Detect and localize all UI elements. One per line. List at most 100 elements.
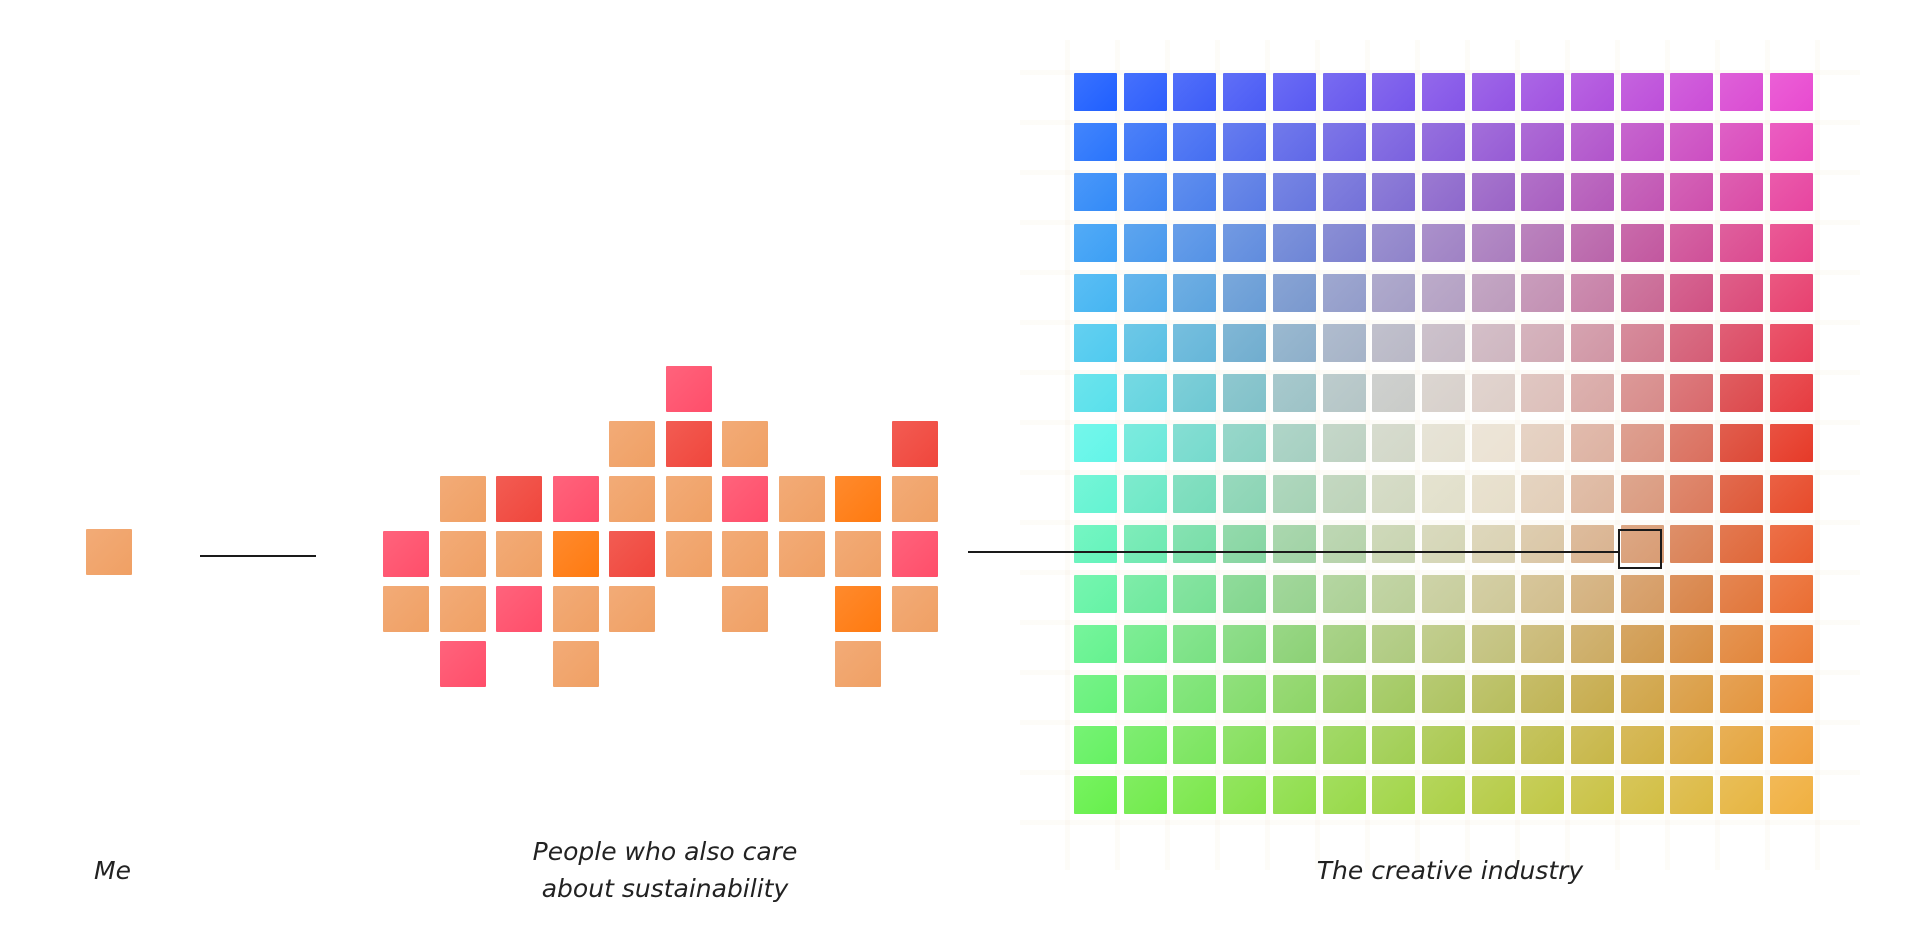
industry-tile bbox=[1173, 776, 1216, 814]
industry-tile bbox=[1571, 726, 1614, 764]
people-tile bbox=[835, 641, 881, 687]
industry-tile bbox=[1422, 123, 1465, 161]
industry-tile bbox=[1372, 525, 1415, 563]
industry-tile bbox=[1521, 374, 1564, 412]
industry-tile bbox=[1173, 173, 1216, 211]
industry-tile bbox=[1074, 525, 1117, 563]
industry-tile bbox=[1720, 575, 1763, 613]
industry-tile bbox=[1720, 726, 1763, 764]
industry-tile bbox=[1422, 374, 1465, 412]
caption-me: Me bbox=[94, 856, 131, 885]
industry-tile bbox=[1173, 123, 1216, 161]
industry-tile bbox=[1472, 123, 1515, 161]
industry-tile bbox=[1422, 726, 1465, 764]
industry-tile bbox=[1422, 776, 1465, 814]
industry-tile bbox=[1323, 374, 1366, 412]
industry-tile bbox=[1124, 475, 1167, 513]
industry-tile bbox=[1223, 475, 1266, 513]
industry-tile bbox=[1472, 274, 1515, 312]
people-tile bbox=[892, 421, 938, 467]
people-tile bbox=[666, 366, 712, 412]
industry-tile bbox=[1273, 675, 1316, 713]
industry-tile bbox=[1323, 475, 1366, 513]
people-tile bbox=[553, 531, 599, 577]
industry-tile bbox=[1422, 324, 1465, 362]
industry-tile bbox=[1273, 374, 1316, 412]
industry-tile bbox=[1670, 173, 1713, 211]
industry-tile bbox=[1670, 726, 1713, 764]
people-tile bbox=[609, 476, 655, 522]
industry-tile bbox=[1323, 525, 1366, 563]
industry-tile-highlighted bbox=[1621, 525, 1664, 563]
industry-tile bbox=[1273, 123, 1316, 161]
industry-tile bbox=[1621, 324, 1664, 362]
industry-tile bbox=[1223, 776, 1266, 814]
industry-tile bbox=[1571, 324, 1614, 362]
industry-tile bbox=[1223, 374, 1266, 412]
industry-tile bbox=[1521, 776, 1564, 814]
people-tile bbox=[892, 531, 938, 577]
industry-tile bbox=[1720, 224, 1763, 262]
industry-tile bbox=[1273, 173, 1316, 211]
industry-tile bbox=[1770, 374, 1813, 412]
industry-tile bbox=[1173, 73, 1216, 111]
industry-tile bbox=[1670, 475, 1713, 513]
industry-tile bbox=[1173, 575, 1216, 613]
industry-tile bbox=[1173, 475, 1216, 513]
industry-tile bbox=[1770, 525, 1813, 563]
industry-tile bbox=[1074, 173, 1117, 211]
industry-tile bbox=[1521, 173, 1564, 211]
people-tile bbox=[779, 476, 825, 522]
industry-tile bbox=[1372, 575, 1415, 613]
people-tile bbox=[892, 476, 938, 522]
industry-tile bbox=[1770, 424, 1813, 462]
industry-tile bbox=[1621, 475, 1664, 513]
industry-tile bbox=[1223, 73, 1266, 111]
industry-tile bbox=[1770, 776, 1813, 814]
industry-tile bbox=[1372, 726, 1415, 764]
industry-tile bbox=[1720, 525, 1763, 563]
industry-tile bbox=[1621, 123, 1664, 161]
people-tile bbox=[666, 476, 712, 522]
people-tile bbox=[609, 421, 655, 467]
industry-tile bbox=[1670, 224, 1713, 262]
industry-tile bbox=[1273, 424, 1316, 462]
industry-tile bbox=[1521, 73, 1564, 111]
industry-tile bbox=[1571, 374, 1614, 412]
industry-tile bbox=[1571, 575, 1614, 613]
industry-tile bbox=[1124, 525, 1167, 563]
industry-tile bbox=[1472, 625, 1515, 663]
industry-tile bbox=[1521, 424, 1564, 462]
industry-tile bbox=[1124, 173, 1167, 211]
industry-tile bbox=[1173, 424, 1216, 462]
industry-tile bbox=[1323, 776, 1366, 814]
industry-tile bbox=[1074, 726, 1117, 764]
industry-tile bbox=[1521, 525, 1564, 563]
industry-tile bbox=[1720, 675, 1763, 713]
industry-tile bbox=[1323, 123, 1366, 161]
people-tile bbox=[553, 641, 599, 687]
industry-tile bbox=[1422, 625, 1465, 663]
people-tile bbox=[553, 586, 599, 632]
people-tile bbox=[383, 586, 429, 632]
industry-tile bbox=[1521, 224, 1564, 262]
industry-tile bbox=[1372, 776, 1415, 814]
industry-tile bbox=[1422, 475, 1465, 513]
industry-tile bbox=[1273, 224, 1316, 262]
industry-tile bbox=[1323, 424, 1366, 462]
industry-tile bbox=[1074, 224, 1117, 262]
industry-tile bbox=[1422, 525, 1465, 563]
industry-tile bbox=[1273, 73, 1316, 111]
industry-tile bbox=[1223, 424, 1266, 462]
industry-tile bbox=[1621, 776, 1664, 814]
industry-tile bbox=[1472, 575, 1515, 613]
industry-tile bbox=[1621, 675, 1664, 713]
industry-tile bbox=[1323, 274, 1366, 312]
industry-tile bbox=[1720, 324, 1763, 362]
industry-tile bbox=[1422, 224, 1465, 262]
industry-tile bbox=[1670, 374, 1713, 412]
industry-tile bbox=[1770, 675, 1813, 713]
industry-tile bbox=[1472, 475, 1515, 513]
industry-tile bbox=[1422, 173, 1465, 211]
industry-tile bbox=[1720, 274, 1763, 312]
